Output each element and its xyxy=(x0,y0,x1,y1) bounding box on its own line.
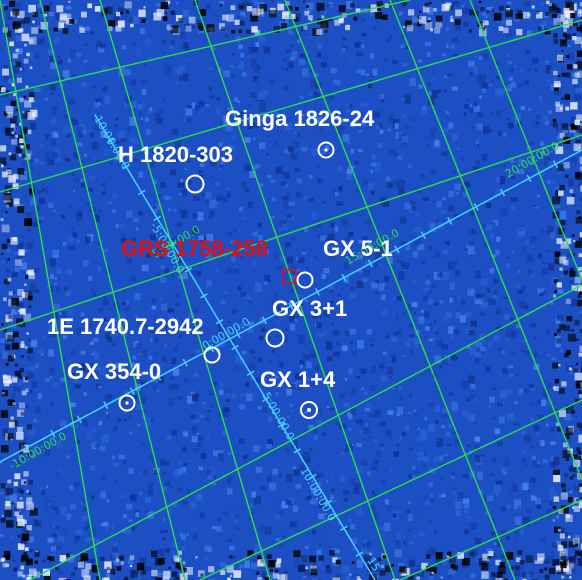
grid-line xyxy=(469,0,582,281)
axis-tick xyxy=(184,267,193,273)
axis-tick xyxy=(76,415,82,424)
axis-tick xyxy=(314,287,320,296)
marker-h-1820-303[interactable] xyxy=(185,174,205,194)
axis-ticks xyxy=(23,138,559,557)
label-gx-3-1: GX 3+1 xyxy=(272,296,347,321)
grid-line xyxy=(0,0,101,580)
axis-tick xyxy=(169,241,177,247)
axis-tick xyxy=(367,259,373,268)
axis-tick xyxy=(340,525,348,532)
axis-tick xyxy=(526,174,532,183)
axis-tick xyxy=(200,293,208,299)
marker-gx-354-core xyxy=(125,401,129,405)
marker-grs-1758-258[interactable] xyxy=(282,269,297,284)
axis-tick xyxy=(103,401,109,410)
axis-tick xyxy=(473,202,479,211)
marker-gx-1-4[interactable] xyxy=(300,401,318,419)
axis-tick xyxy=(156,373,162,381)
axis-tick xyxy=(553,160,559,169)
axis-tick xyxy=(137,189,146,196)
axis-tick xyxy=(500,188,506,197)
label-grs-1758-258: GRS 1758-258 xyxy=(121,236,268,261)
axis-tick xyxy=(231,344,239,351)
grid-line xyxy=(0,134,582,331)
grid-line xyxy=(0,19,582,193)
label-gx-354-0: GX 354-0 xyxy=(67,359,161,384)
axis-tick xyxy=(23,443,29,452)
axis-tick xyxy=(235,330,241,339)
axis-tick xyxy=(293,448,301,454)
axis-tick xyxy=(129,387,135,395)
source-labels: Ginga 1826-24 H 1820-303 GRS 1758-258 GX… xyxy=(47,106,393,392)
axis-tick xyxy=(420,231,426,239)
label-gx-1-4: GX 1+4 xyxy=(260,367,336,392)
grid-line xyxy=(99,0,271,580)
axis-tick xyxy=(106,138,115,144)
axis-tick xyxy=(215,318,224,325)
axis-tick xyxy=(50,429,56,438)
label-gx-5-1: GX 5-1 xyxy=(323,236,393,261)
axis-label: 15 xyxy=(364,555,382,574)
axis-tick xyxy=(309,473,317,480)
axis-tick xyxy=(355,551,364,557)
marker-gx-354-0[interactable] xyxy=(118,394,136,412)
axis-tick xyxy=(288,302,294,310)
grid-line xyxy=(389,0,582,481)
axis-tick xyxy=(394,245,400,254)
axis-tick xyxy=(246,370,255,377)
marker-gx-3-1[interactable] xyxy=(265,328,285,348)
marker-1e-1740[interactable] xyxy=(203,346,221,364)
label-ginga-1826-24: Ginga 1826-24 xyxy=(225,106,375,131)
axis-tick xyxy=(182,358,188,367)
axis-tick xyxy=(447,217,453,225)
label-1e-1740: 1E 1740.7-2942 xyxy=(47,314,204,339)
grid-line xyxy=(29,284,582,580)
grid-line xyxy=(39,0,186,580)
grid-line xyxy=(194,0,396,580)
label-h-1820-303: H 1820-303 xyxy=(118,142,233,167)
axis-tick xyxy=(153,215,161,222)
grid-line xyxy=(0,0,411,96)
marker-gx-1-4-core xyxy=(307,408,311,412)
grid-line xyxy=(399,499,582,580)
axis-tick xyxy=(122,163,130,170)
axis-tick xyxy=(209,344,215,353)
marker-gx-5-1[interactable] xyxy=(296,271,314,289)
marker-ginga-core xyxy=(324,148,328,152)
grid-line xyxy=(199,399,582,580)
axis-tick xyxy=(262,396,270,402)
source-markers xyxy=(118,141,335,419)
axis-tick xyxy=(262,316,268,325)
axis-tick xyxy=(324,499,333,506)
axis-tick xyxy=(341,273,347,282)
axis-tick xyxy=(277,422,286,428)
marker-ginga-1826-24[interactable] xyxy=(317,141,335,159)
